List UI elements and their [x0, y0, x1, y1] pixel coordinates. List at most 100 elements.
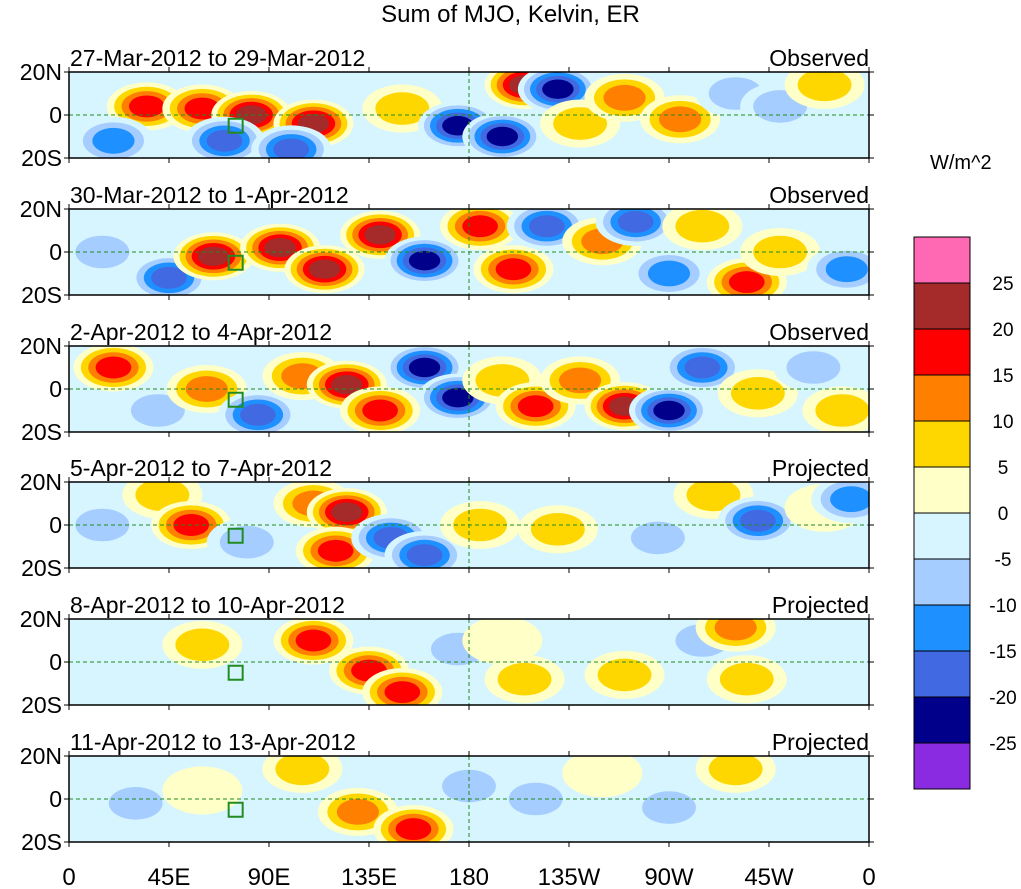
anomaly-contour: [559, 367, 602, 394]
anomaly-contour: [825, 256, 868, 283]
anomaly-contour: [719, 662, 774, 696]
latitude-tick-label: 20N: [20, 469, 62, 495]
anomaly-contour: [730, 376, 785, 410]
colorbar-swatch: [913, 236, 971, 284]
latitude-tick-label: 0: [49, 512, 62, 538]
anomaly-contour: [364, 225, 396, 245]
colorbar-label: -5: [995, 550, 1012, 571]
latitude-tick-label: 0: [49, 102, 62, 128]
panel-date-range: 2-Apr-2012 to 4-Apr-2012: [70, 319, 332, 345]
anomaly-contour: [708, 756, 763, 786]
longitude-tick-label: 90E: [248, 864, 291, 889]
anomaly-field: [69, 482, 869, 568]
latitude-tick-label: 20N: [20, 333, 62, 359]
panel-date-range: 8-Apr-2012 to 10-Apr-2012: [70, 592, 345, 618]
region-box-marker: [227, 527, 244, 544]
colorbar-swatch: [913, 558, 971, 606]
anomaly-contour: [197, 246, 230, 267]
anomaly-contour: [151, 266, 187, 289]
anomaly-contour: [406, 544, 443, 567]
region-box-marker: [227, 117, 244, 134]
anomaly-contour: [275, 756, 330, 786]
anomaly-contour: [336, 799, 379, 825]
panel-date-range: 11-Apr-2012 to 13-Apr-2012: [70, 729, 356, 755]
anomaly-contour: [273, 138, 310, 158]
anomaly-contour: [317, 539, 354, 562]
latitude-tick-label: 0: [49, 376, 62, 402]
map-panel: 20N 0 20S 11-Apr-2012 to 13-Apr-2012 Project…: [20, 729, 874, 855]
panel-status-label: Observed: [769, 182, 869, 208]
colorbar-label: 25: [992, 274, 1013, 295]
longitude-tick-label: 0: [862, 864, 875, 889]
colorbar-units: W/m^2: [930, 152, 992, 174]
colorbar-swatch: [913, 512, 971, 560]
colorbar-label: -10: [989, 596, 1016, 617]
longitude-tick-label: 135W: [538, 864, 601, 889]
map-panel: 20N 0 20S 8-Apr-2012 to 10-Apr-2012 Projecte…: [20, 592, 874, 718]
anomaly-contour: [617, 210, 654, 233]
anomaly-contour: [462, 619, 543, 665]
anomaly-contour: [740, 509, 776, 532]
longitude-tick-label: 45W: [744, 864, 794, 889]
colorbar-label: 5: [998, 458, 1009, 479]
anomaly-contour: [75, 235, 130, 269]
latitude-tick-label: 20S: [21, 419, 62, 445]
anomaly-contour: [517, 395, 554, 418]
region-box-marker: [227, 254, 244, 271]
anomaly-contour: [647, 260, 691, 287]
anomaly-contour: [295, 629, 332, 652]
colorbar-label: -15: [989, 642, 1016, 663]
latitude-tick-label: 20S: [21, 282, 62, 308]
anomaly-contour: [815, 394, 869, 427]
anomaly-contour: [686, 482, 741, 512]
longitude-tick-label: 90W: [644, 864, 694, 889]
anomaly-contour: [206, 129, 243, 152]
latitude-tick-label: 20S: [21, 145, 62, 171]
latitude-tick-label: 0: [49, 786, 62, 812]
anomaly-contour: [175, 628, 230, 662]
anomaly-contour: [264, 237, 296, 258]
panel-status-label: Projected: [772, 592, 869, 618]
anomaly-contour: [384, 681, 421, 704]
longitude-tick-label: 180: [449, 864, 489, 889]
anomaly-contour: [675, 209, 730, 243]
anomaly-contour: [714, 619, 757, 641]
map-panel: 20N 0 20S 5-Apr-2012 to 7-Apr-2012 Projected: [20, 455, 874, 581]
anomaly-contour: [486, 126, 519, 147]
map-panel: 20N 0 20S 30-Mar-2012 to 1-Apr-2012 Observed: [20, 182, 874, 308]
colorbar-label: 10: [992, 412, 1013, 433]
latitude-tick-label: 20N: [20, 59, 62, 85]
longitude-axis: 0 45E 90E 135E 180 135W 90W 45W 0: [62, 864, 875, 889]
colorbar-swatch: [913, 696, 971, 744]
map-panel: 20N 0 20S 27-Mar-2012 to 29-Mar-2012 Observe…: [20, 45, 874, 171]
panel-date-range: 30-Mar-2012 to 1-Apr-2012: [70, 182, 349, 208]
longitude-tick-label: 0: [62, 864, 75, 889]
colorbar-swatch: [913, 328, 971, 376]
latitude-tick-label: 20S: [21, 692, 62, 718]
colorbar-label: 15: [992, 366, 1013, 387]
anomaly-contour: [75, 508, 130, 542]
latitude-tick-label: 20N: [20, 196, 62, 222]
colorbar-label: -25: [989, 734, 1016, 755]
anomaly-contour: [642, 791, 696, 824]
colorbar-swatch: [913, 374, 971, 422]
latitude-tick-label: 20N: [20, 606, 62, 632]
anomaly-contour: [184, 97, 221, 120]
anomaly-contour: [630, 521, 685, 555]
anomaly-contour: [128, 95, 165, 118]
anomaly-contour: [219, 525, 274, 559]
anomaly-contour: [92, 127, 135, 154]
anomaly-contour: [495, 258, 532, 281]
panel-status-label: Observed: [769, 45, 869, 71]
map-panel: 20N 0 20S 2-Apr-2012 to 4-Apr-2012 Observed: [20, 319, 874, 445]
anomaly-contour: [562, 756, 643, 798]
anomaly-contour: [728, 271, 765, 294]
anomaly-contour: [308, 259, 341, 279]
anomaly-contour: [408, 357, 441, 378]
anomaly-contour: [108, 786, 163, 820]
anomaly-contour: [395, 818, 432, 841]
anomaly-contour: [830, 486, 869, 513]
longitude-tick-label: 45E: [148, 864, 191, 889]
latitude-tick-label: 20S: [21, 829, 62, 855]
